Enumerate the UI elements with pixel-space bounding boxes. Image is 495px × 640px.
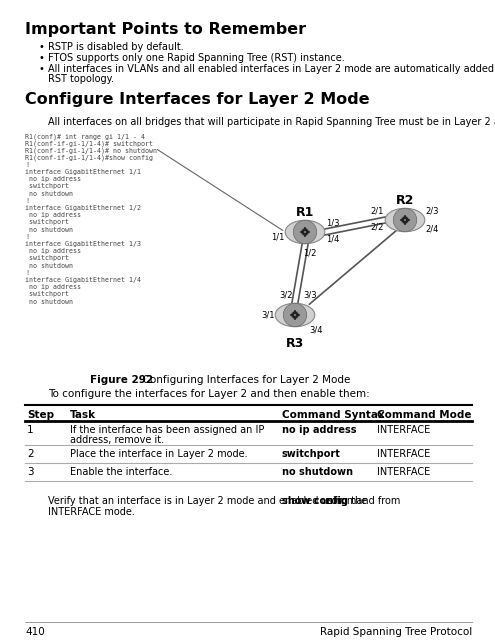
Text: interface GigabitEthernet 1/1: interface GigabitEthernet 1/1	[25, 169, 141, 175]
Text: Configure Interfaces for Layer 2 Mode: Configure Interfaces for Layer 2 Mode	[25, 92, 370, 107]
Text: FTOS supports only one Rapid Spanning Tree (RST) instance.: FTOS supports only one Rapid Spanning Tr…	[48, 53, 345, 63]
Text: R2: R2	[396, 194, 414, 207]
Text: RST topology.: RST topology.	[48, 74, 114, 84]
Ellipse shape	[385, 208, 425, 232]
Text: no shutdown: no shutdown	[282, 467, 353, 477]
Text: switchport: switchport	[25, 291, 69, 298]
Text: no ip address: no ip address	[25, 212, 81, 218]
Text: All interfaces on all bridges that will participate in Rapid Spanning Tree must : All interfaces on all bridges that will …	[48, 117, 495, 127]
Text: Configuring Interfaces for Layer 2 Mode: Configuring Interfaces for Layer 2 Mode	[136, 375, 350, 385]
Text: R3: R3	[286, 337, 304, 350]
Text: Enable the interface.: Enable the interface.	[70, 467, 172, 477]
Text: 2/3: 2/3	[426, 206, 439, 215]
Text: 1: 1	[27, 425, 34, 435]
Text: 1/2: 1/2	[303, 248, 316, 257]
Text: switchport: switchport	[25, 184, 69, 189]
Text: R1(conf-if-gi-1/1-4)#show config: R1(conf-if-gi-1/1-4)#show config	[25, 155, 153, 161]
Text: no ip address: no ip address	[25, 248, 81, 254]
Text: 2/1: 2/1	[371, 206, 384, 215]
Text: 3: 3	[27, 467, 34, 477]
Text: no ip address: no ip address	[25, 284, 81, 290]
Ellipse shape	[285, 220, 325, 244]
Text: show config: show config	[282, 496, 348, 506]
Text: Rapid Spanning Tree Protocol: Rapid Spanning Tree Protocol	[320, 627, 472, 637]
Text: interface GigabitEthernet 1/3: interface GigabitEthernet 1/3	[25, 241, 141, 247]
Text: Verify that an interface is in Layer 2 mode and enabled using the: Verify that an interface is in Layer 2 m…	[48, 496, 370, 506]
Text: Step: Step	[27, 410, 54, 420]
Text: INTERFACE: INTERFACE	[377, 467, 430, 477]
Text: interface GigabitEthernet 1/4: interface GigabitEthernet 1/4	[25, 277, 141, 283]
Text: 3/2: 3/2	[280, 291, 293, 300]
Text: R1(conf-if-gi-1/1-4)# switchport: R1(conf-if-gi-1/1-4)# switchport	[25, 140, 153, 147]
Text: switchport: switchport	[282, 449, 341, 459]
Text: address, remove it.: address, remove it.	[70, 435, 164, 445]
Text: !: !	[25, 198, 29, 204]
Text: Command Mode: Command Mode	[377, 410, 472, 420]
Text: switchport: switchport	[25, 255, 69, 261]
Text: no ip address: no ip address	[282, 425, 356, 435]
Text: Place the interface in Layer 2 mode.: Place the interface in Layer 2 mode.	[70, 449, 247, 459]
Text: command from: command from	[323, 496, 400, 506]
Text: 1/1: 1/1	[271, 232, 284, 241]
Text: •: •	[38, 53, 44, 63]
Text: R1(conf-if-gi-1/1-4)# no shutdown: R1(conf-if-gi-1/1-4)# no shutdown	[25, 147, 157, 154]
Text: 3/1: 3/1	[261, 310, 274, 319]
Text: 3/4: 3/4	[309, 326, 323, 335]
Text: To configure the interfaces for Layer 2 and then enable them:: To configure the interfaces for Layer 2 …	[48, 389, 370, 399]
Ellipse shape	[275, 303, 315, 326]
Text: •: •	[38, 64, 44, 74]
Text: INTERFACE mode.: INTERFACE mode.	[48, 507, 135, 517]
Text: R1: R1	[296, 206, 314, 219]
Text: !: !	[25, 234, 29, 240]
Text: 2/4: 2/4	[426, 225, 439, 234]
Text: 2/2: 2/2	[371, 223, 384, 232]
Text: INTERFACE: INTERFACE	[377, 449, 430, 459]
Text: 1/4: 1/4	[326, 235, 339, 244]
Text: no shutdown: no shutdown	[25, 299, 73, 305]
Text: Figure 292: Figure 292	[90, 375, 153, 385]
Text: 1/3: 1/3	[326, 218, 339, 227]
Circle shape	[283, 303, 307, 326]
Text: 2: 2	[27, 449, 34, 459]
Text: no shutdown: no shutdown	[25, 191, 73, 196]
Text: Important Points to Remember: Important Points to Remember	[25, 22, 306, 37]
Text: All interfaces in VLANs and all enabled interfaces in Layer 2 mode are automatic: All interfaces in VLANs and all enabled …	[48, 64, 495, 74]
Circle shape	[294, 220, 317, 244]
Text: •: •	[38, 42, 44, 52]
Text: 410: 410	[25, 627, 45, 637]
Text: Command Syntax: Command Syntax	[282, 410, 385, 420]
Text: no shutdown: no shutdown	[25, 262, 73, 269]
Text: no shutdown: no shutdown	[25, 227, 73, 232]
Text: Task: Task	[70, 410, 96, 420]
Text: RSTP is disabled by default.: RSTP is disabled by default.	[48, 42, 184, 52]
Text: !: !	[25, 162, 29, 168]
Text: If the interface has been assigned an IP: If the interface has been assigned an IP	[70, 425, 264, 435]
Circle shape	[394, 208, 417, 232]
Text: R1(conf)# int range gi 1/1 - 4: R1(conf)# int range gi 1/1 - 4	[25, 133, 145, 140]
Text: 3/3: 3/3	[303, 291, 317, 300]
Text: INTERFACE: INTERFACE	[377, 425, 430, 435]
Text: !: !	[25, 270, 29, 276]
Text: interface GigabitEthernet 1/2: interface GigabitEthernet 1/2	[25, 205, 141, 211]
Text: switchport: switchport	[25, 220, 69, 225]
Text: no ip address: no ip address	[25, 176, 81, 182]
